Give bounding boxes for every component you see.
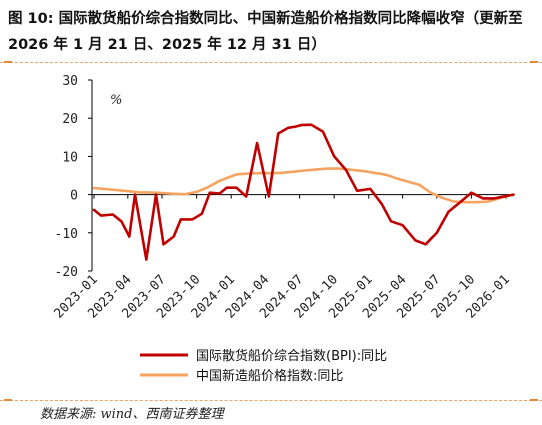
legend-label: 国际散货船价综合指数(BPI):同比 — [196, 348, 387, 364]
chart-series — [92, 123, 515, 261]
y-tick-label: -10 — [55, 227, 78, 242]
y-axis-unit-label: % — [110, 93, 122, 108]
top-divider-cap-right — [530, 61, 538, 63]
y-tick-label: 0 — [70, 189, 78, 204]
chart-title: 图 10: 国际散货船价综合指数同比、中国新造船价格指数同比降幅收窄（更新至 2… — [8, 11, 523, 53]
data-source-note: 数据来源: wind、西南证券整理 — [40, 407, 224, 422]
series-line — [92, 123, 515, 261]
series-line — [92, 167, 507, 204]
bottom-divider — [0, 400, 542, 401]
y-tick-label: 10 — [62, 150, 78, 165]
legend-label: 中国新造船价格指数:同比 — [196, 368, 343, 384]
top-divider — [0, 62, 542, 63]
y-tick-label: 20 — [62, 112, 78, 127]
bottom-divider-cap-right — [530, 399, 538, 401]
y-tick-label: 30 — [62, 74, 78, 89]
top-divider-cap-left — [4, 61, 12, 63]
bottom-divider-cap-left — [4, 399, 12, 401]
y-tick-label: -20 — [55, 265, 78, 280]
